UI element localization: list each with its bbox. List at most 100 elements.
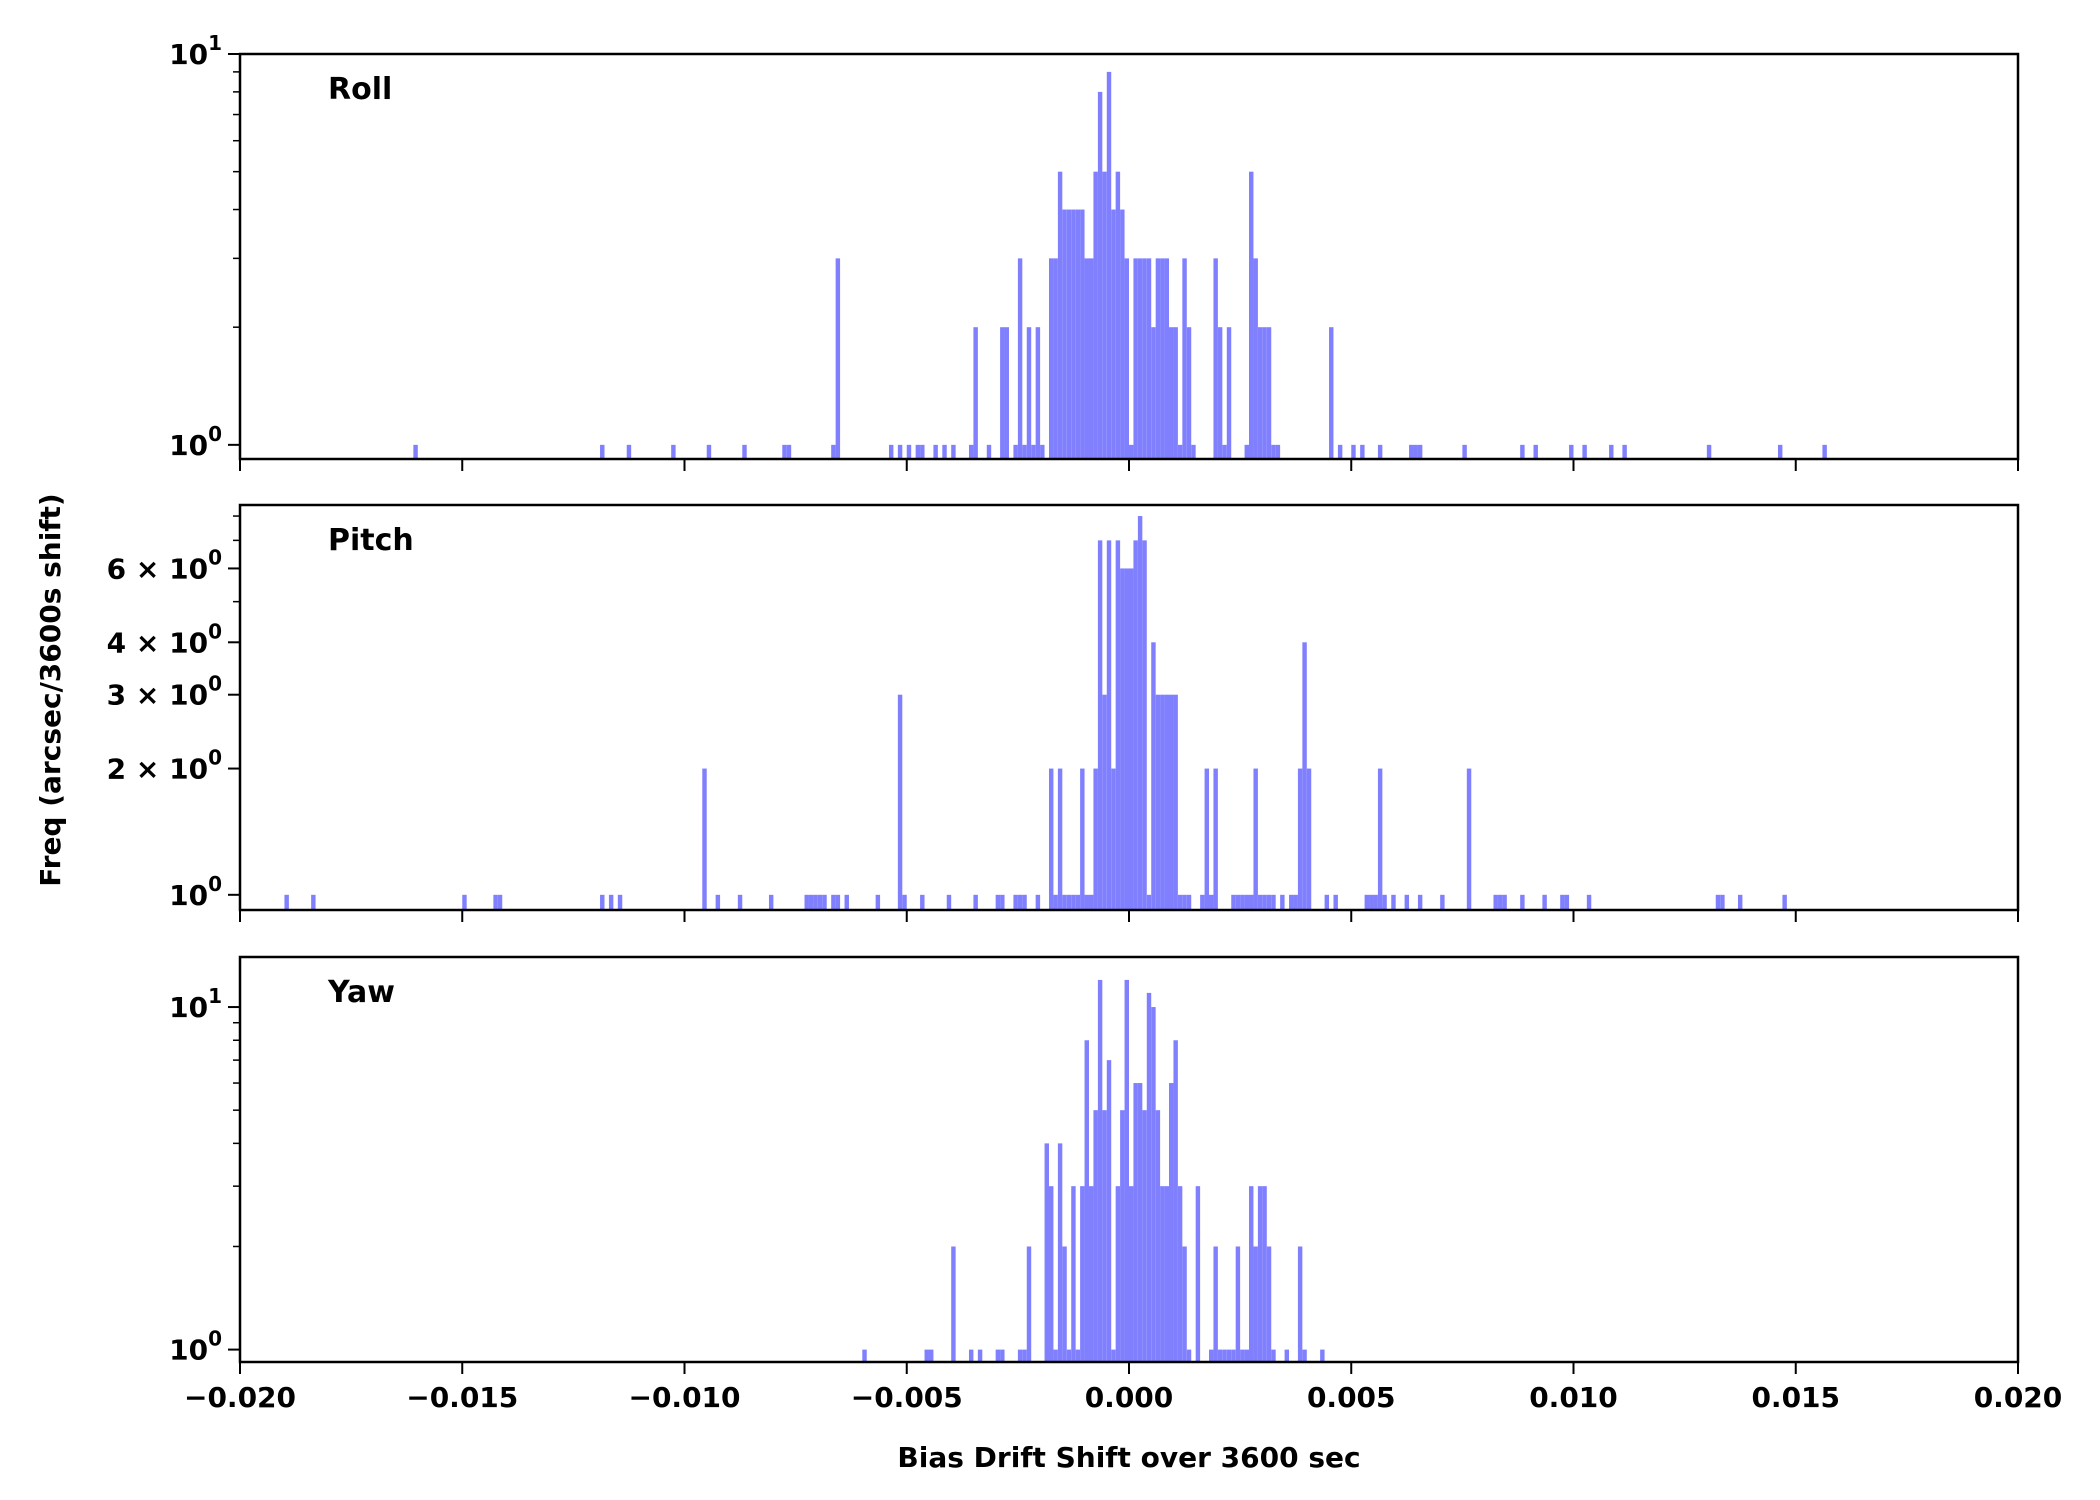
x-tick-label: −0.020: [184, 1381, 296, 1414]
histogram-bar: [1057, 768, 1063, 910]
histogram-bar: [1004, 327, 1009, 459]
histogram-bar: [1044, 1143, 1049, 1362]
histogram-bar: [1111, 209, 1116, 459]
histogram-bar: [1271, 1349, 1276, 1362]
histogram-bar: [1409, 444, 1414, 459]
histogram-bar: [493, 894, 498, 910]
histogram-bar: [968, 444, 974, 459]
histogram-bar: [284, 894, 289, 910]
histogram-bar: [1053, 258, 1058, 459]
histogram-bar: [1249, 1186, 1254, 1362]
histogram-bar: [1169, 1083, 1174, 1362]
histogram-bar: [1586, 894, 1592, 910]
histogram-bar: [1715, 894, 1721, 910]
histogram-bar: [1186, 1349, 1192, 1362]
histogram-bar: [1057, 1143, 1063, 1362]
histogram-bar: [1088, 894, 1094, 910]
histogram-bar: [1088, 1186, 1094, 1362]
histogram-bar: [1177, 1186, 1183, 1362]
histogram-bar: [706, 444, 712, 459]
histogram-bar: [844, 894, 849, 910]
histogram-bar: [1066, 1349, 1072, 1362]
histogram-bar: [1462, 444, 1467, 459]
histogram-bar: [1182, 894, 1187, 910]
histogram-bar: [1035, 327, 1041, 459]
histogram-bar: [1364, 894, 1370, 910]
histogram-bar: [1160, 258, 1165, 459]
histogram-bar: [1022, 894, 1027, 910]
histogram-bar: [1777, 444, 1783, 459]
histogram-bar: [1249, 171, 1254, 459]
histogram-bar: [782, 444, 787, 459]
y-minor-ticks: [233, 71, 240, 328]
histogram-bar: [1417, 894, 1423, 910]
histogram-bar: [1235, 894, 1241, 910]
histogram-bar: [1084, 258, 1089, 459]
histogram-bar: [1106, 540, 1112, 910]
histogram-bar: [742, 444, 747, 459]
histogram-bar: [1231, 1349, 1236, 1362]
histogram-bar: [1151, 642, 1156, 910]
histogram-bar: [1253, 768, 1258, 910]
histogram-bar: [928, 1349, 934, 1362]
histogram-bar: [1124, 258, 1129, 459]
histogram-bar: [1115, 171, 1121, 459]
histogram-bar: [1235, 1246, 1241, 1362]
histogram-bar: [835, 258, 841, 459]
histogram-bar: [1017, 258, 1023, 459]
histogram-bar: [1191, 444, 1196, 459]
histogram-bar: [1048, 1186, 1054, 1362]
histogram-bar: [1320, 1349, 1325, 1362]
histogram-bar: [1195, 1186, 1201, 1362]
histogram-bar: [1066, 894, 1072, 910]
histogram-bar: [1289, 894, 1294, 910]
histogram-bar: [902, 894, 907, 910]
histogram-bar: [1000, 327, 1005, 459]
histogram-bar: [1822, 444, 1827, 459]
histogram-bar: [1737, 894, 1743, 910]
histogram-bar: [1102, 694, 1107, 910]
y-tick-label: 3 × 100: [107, 672, 222, 712]
histogram-bar: [973, 894, 978, 910]
histogram-bar: [1097, 979, 1103, 1362]
histogram-bar: [786, 444, 792, 459]
histogram-bar: [804, 894, 809, 910]
histogram-bar: [1302, 1349, 1307, 1362]
histogram-bar: [1204, 768, 1210, 910]
histogram-bar: [1155, 1110, 1161, 1362]
histogram-bar: [1542, 894, 1547, 910]
histogram-bar: [1066, 209, 1072, 459]
histogram-bar: [1186, 327, 1192, 459]
x-tick-label: 0.000: [1085, 1381, 1174, 1414]
panel-yaw: 100 101 −0.020 −0.015 −0.010 −0.005 0.000 0.005…: [169, 955, 2062, 1414]
histogram-bar: [875, 894, 881, 910]
histogram-bar: [1582, 444, 1587, 459]
histogram-bar: [1520, 444, 1525, 459]
histogram-bar: [1137, 516, 1143, 910]
histogram-bar: [1564, 894, 1570, 910]
panel-label: Yaw: [327, 975, 395, 1010]
histogram-bar: [1048, 258, 1054, 459]
histogram-bar: [1169, 327, 1174, 459]
histogram-bar: [497, 894, 503, 910]
histogram-bar: [1048, 768, 1054, 910]
histogram-bar: [1084, 894, 1089, 910]
x-tick-label: 0.010: [1529, 1381, 1618, 1414]
panel-label: Roll: [328, 72, 392, 107]
histogram-bar: [1053, 894, 1058, 910]
histogram-bar: [951, 1246, 956, 1362]
histogram-bar: [1133, 540, 1138, 910]
histogram-bar: [1391, 894, 1396, 910]
histogram-bar: [1062, 209, 1067, 459]
y-minor-ticks: [233, 515, 240, 603]
histogram-bar: [1115, 1186, 1121, 1362]
histogram-bar: [1382, 894, 1387, 910]
histogram-bar: [1164, 258, 1170, 459]
histogram-bar: [1111, 768, 1116, 910]
histogram-bar: [1177, 894, 1183, 910]
histogram-bar: [1329, 327, 1334, 459]
histogram-bar: [1404, 894, 1410, 910]
histogram-bar: [1071, 209, 1076, 459]
histogram-bar: [462, 894, 467, 910]
histogram-bar: [933, 444, 938, 459]
